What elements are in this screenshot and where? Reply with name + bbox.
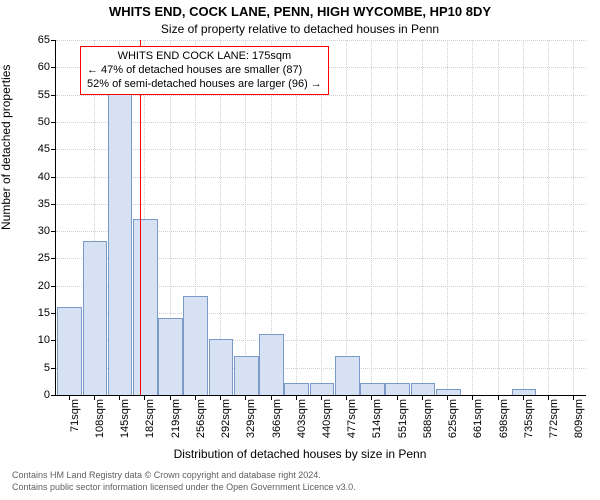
y-tick-label: 30 [38, 225, 50, 237]
y-tick-mark [51, 395, 56, 396]
attribution-line-2: Contains public sector information licen… [12, 482, 356, 494]
histogram-bar [335, 356, 360, 395]
x-tick-label: 588sqm [422, 399, 434, 438]
histogram-bar [411, 383, 436, 395]
x-tick-label: 292sqm [220, 399, 232, 438]
x-tick-label: 477sqm [346, 399, 358, 438]
grid-line-vertical [548, 40, 549, 395]
y-tick-label: 10 [38, 334, 50, 346]
y-tick-label: 35 [38, 198, 50, 210]
histogram-bar [158, 318, 183, 395]
x-tick-label: 256sqm [195, 399, 207, 438]
x-tick-label: 625sqm [447, 399, 459, 438]
y-tick-label: 5 [44, 362, 50, 374]
y-tick-label: 55 [38, 89, 50, 101]
annotation-line: 52% of semi-detached houses are larger (… [87, 78, 322, 92]
x-tick-label: 329sqm [245, 399, 257, 438]
chart-container: WHITS END, COCK LANE, PENN, HIGH WYCOMBE… [0, 0, 600, 500]
x-tick-label: 735sqm [523, 399, 535, 438]
y-tick-mark [51, 67, 56, 68]
histogram-bar [133, 219, 158, 395]
histogram-bar [108, 94, 133, 395]
x-tick-label: 366sqm [271, 399, 283, 438]
x-tick-label: 219sqm [170, 399, 182, 438]
y-tick-mark [51, 286, 56, 287]
attribution-line-1: Contains HM Land Registry data © Crown c… [12, 470, 356, 482]
x-tick-label: 71sqm [69, 399, 81, 432]
annotation-box: WHITS END COCK LANE: 175sqm← 47% of deta… [80, 46, 329, 95]
histogram-bar [209, 339, 234, 395]
y-tick-label: 25 [38, 252, 50, 264]
y-tick-mark [51, 231, 56, 232]
y-tick-label: 20 [38, 280, 50, 292]
y-tick-label: 60 [38, 61, 50, 73]
y-tick-mark [51, 122, 56, 123]
histogram-bar [512, 389, 537, 395]
y-tick-label: 65 [38, 34, 50, 46]
y-tick-label: 50 [38, 116, 50, 128]
grid-line-vertical [523, 40, 524, 395]
y-tick-label: 15 [38, 307, 50, 319]
grid-line-vertical [498, 40, 499, 395]
y-tick-mark [51, 258, 56, 259]
histogram-bar [83, 241, 108, 395]
grid-line-vertical [447, 40, 448, 395]
y-tick-mark [51, 95, 56, 96]
x-tick-label: 551sqm [397, 399, 409, 438]
grid-line-vertical [346, 40, 347, 395]
x-tick-label: 440sqm [321, 399, 333, 438]
x-tick-label: 514sqm [371, 399, 383, 438]
annotation-line: ← 47% of detached houses are smaller (87… [87, 64, 322, 78]
y-tick-mark [51, 149, 56, 150]
y-tick-label: 0 [44, 389, 50, 401]
x-tick-label: 108sqm [94, 399, 106, 438]
y-tick-mark [51, 177, 56, 178]
y-tick-mark [51, 204, 56, 205]
histogram-bar [284, 383, 309, 395]
y-tick-mark [51, 340, 56, 341]
x-tick-label: 772sqm [548, 399, 560, 438]
histogram-bar [259, 334, 284, 395]
grid-line-vertical [472, 40, 473, 395]
grid-line-vertical [422, 40, 423, 395]
histogram-bar [310, 383, 335, 395]
annotation-line: WHITS END COCK LANE: 175sqm [87, 50, 322, 64]
grid-line-vertical [371, 40, 372, 395]
histogram-bar [385, 383, 410, 395]
chart-title: WHITS END, COCK LANE, PENN, HIGH WYCOMBE… [0, 4, 600, 19]
histogram-bar [57, 307, 82, 395]
x-tick-label: 809sqm [573, 399, 585, 438]
x-tick-label: 698sqm [498, 399, 510, 438]
x-tick-label: 182sqm [144, 399, 156, 438]
x-tick-label: 661sqm [472, 399, 484, 438]
x-tick-label: 145sqm [119, 399, 131, 438]
y-tick-label: 45 [38, 143, 50, 155]
grid-line-vertical [397, 40, 398, 395]
grid-line-vertical [573, 40, 574, 395]
histogram-bar [436, 389, 461, 395]
y-axis-label: Number of detached properties [0, 65, 13, 230]
y-tick-label: 40 [38, 171, 50, 183]
chart-subtitle: Size of property relative to detached ho… [0, 22, 600, 36]
y-tick-mark [51, 40, 56, 41]
histogram-bar [183, 296, 208, 395]
y-tick-mark [51, 368, 56, 369]
y-tick-mark [51, 313, 56, 314]
histogram-bar [234, 356, 259, 395]
histogram-bar [360, 383, 385, 395]
x-tick-label: 403sqm [296, 399, 308, 438]
x-axis-label: Distribution of detached houses by size … [0, 447, 600, 461]
attribution-text: Contains HM Land Registry data © Crown c… [12, 470, 356, 493]
